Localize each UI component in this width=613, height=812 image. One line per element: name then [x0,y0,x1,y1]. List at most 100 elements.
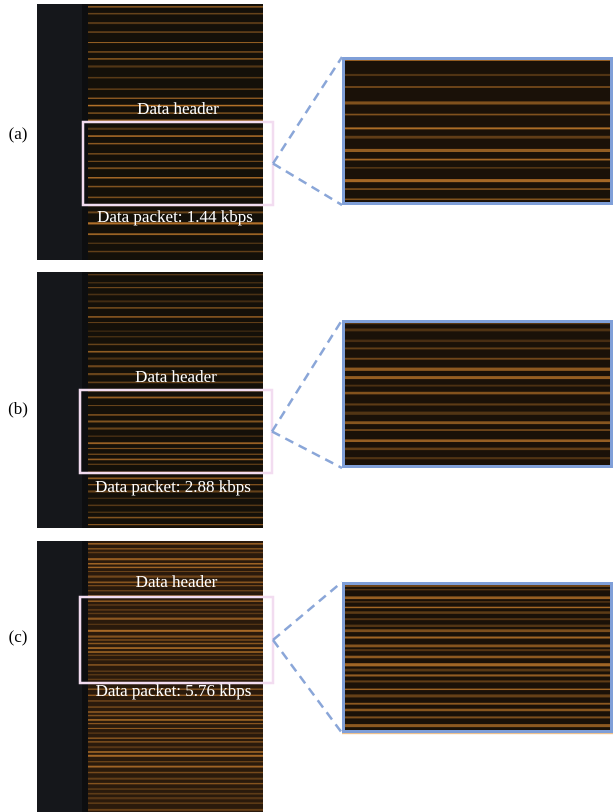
stripe [88,548,270,549]
stripe [342,457,613,459]
stripe [88,307,270,308]
stripe [88,751,270,753]
panel: (b)Data headerData packet: 2.88 kbps [8,272,613,538]
stripe [88,498,270,499]
stripe [88,609,270,611]
device-edge [37,272,82,528]
stripe [88,88,270,89]
stripe [88,167,270,169]
stripe [342,86,613,88]
stripe [342,368,613,371]
stripe [88,659,270,660]
stripe [88,316,270,318]
stripe [88,778,270,780]
stripe [342,607,613,608]
stripe [88,153,270,154]
stripe [88,448,270,449]
stripe [342,114,613,116]
stripe [342,689,613,690]
stripe [88,300,270,302]
stripe [88,6,270,8]
stripe [88,613,270,614]
stripe [88,706,270,708]
stripe [88,294,270,296]
stripe [88,733,270,734]
stripe [342,421,613,424]
stripe [88,618,270,620]
stripe [88,728,270,729]
connector [273,164,342,206]
stripe [88,243,270,244]
stripe [88,421,270,423]
stripe [342,448,613,451]
connector [272,320,342,432]
stripe [342,601,613,603]
stripe [88,186,270,188]
stripe [342,649,613,651]
stripe [88,177,270,178]
stripe [342,392,613,395]
stripe [88,809,270,811]
stripe [88,723,270,724]
stripe [88,428,270,430]
stripe [88,766,270,768]
stripe [342,674,613,676]
photo [37,272,288,538]
stripe [342,188,613,190]
stripe [342,669,613,672]
stripe [88,761,270,762]
stripe [342,348,613,350]
stripe [88,77,270,79]
stripe [88,161,270,162]
stripe [342,596,613,599]
stripe [342,694,613,697]
stripe [88,636,270,638]
header-label: Data header [137,99,219,118]
panel-label: (a) [9,124,28,143]
packet-label: Data packet: 2.88 kbps [95,477,251,496]
stripe [88,414,270,416]
stripe [88,567,270,568]
stripe [88,442,270,444]
stripe [342,618,613,620]
stripe [88,287,270,288]
device-edge [37,541,82,812]
stripe [88,344,270,345]
connector [273,582,342,640]
stripe [342,385,613,387]
stripe [88,143,270,144]
stripe [88,788,270,790]
stripe [88,624,270,625]
stripe [88,512,270,513]
stripe [342,199,613,201]
stripe [88,772,270,773]
stripe [342,403,613,405]
stripe [88,639,270,641]
stripe [88,336,270,337]
stripe [88,13,270,15]
panel-label: (b) [8,399,28,418]
stripe [88,322,270,323]
stripe [342,74,613,76]
stripe [88,738,270,739]
stripe [88,655,270,656]
stripe [342,340,613,342]
stripe [88,543,270,545]
stripe [88,233,270,235]
stripe [342,376,613,379]
photo [37,4,288,270]
stripe [88,128,270,130]
stripe [88,274,270,275]
stripe [88,464,270,465]
stripe [88,517,270,519]
device-edge [37,4,82,260]
stripe [88,679,270,680]
stripe [342,663,613,666]
stripe [88,524,270,525]
stripe [88,746,270,748]
stripe [342,709,613,712]
packet-label: Data packet: 5.76 kbps [96,681,252,700]
stripe [342,656,613,659]
stripe [88,454,270,455]
